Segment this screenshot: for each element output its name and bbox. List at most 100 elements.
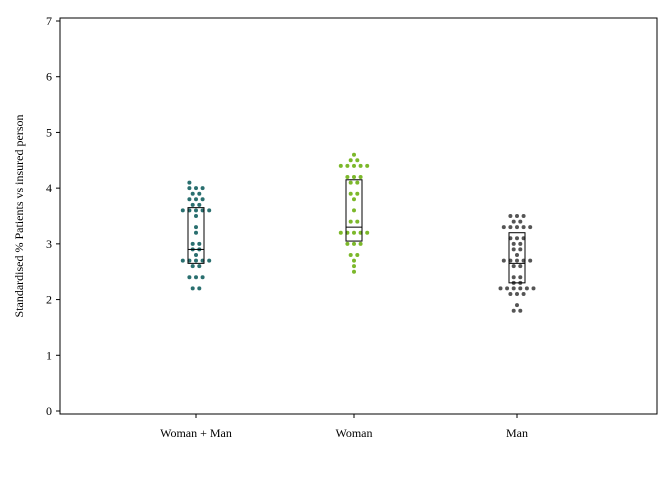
- data-point: [197, 241, 202, 246]
- data-point: [511, 264, 516, 269]
- data-point: [345, 175, 350, 179]
- data-point: [358, 241, 363, 246]
- data-point: [515, 225, 519, 230]
- data-point: [515, 303, 519, 308]
- data-point: [352, 264, 356, 269]
- x-tick-label: Woman: [335, 426, 372, 440]
- data-point: [524, 286, 529, 291]
- y-tick-label: 6: [46, 70, 52, 84]
- data-point: [194, 230, 198, 235]
- iqr-box: [508, 232, 526, 284]
- data-point: [200, 197, 205, 202]
- y-tick-label: 4: [46, 181, 52, 195]
- data-point: [194, 253, 198, 257]
- iqr-box: [345, 179, 363, 242]
- data-point: [187, 275, 192, 280]
- y-tick-label: 5: [46, 125, 52, 139]
- data-point: [358, 175, 363, 179]
- data-point: [508, 214, 513, 218]
- data-point: [511, 286, 516, 291]
- data-point: [355, 253, 360, 257]
- data-point: [518, 247, 523, 252]
- data-point: [515, 258, 519, 263]
- data-point: [197, 286, 202, 291]
- data-point: [352, 152, 356, 157]
- data-point: [194, 214, 198, 218]
- data-point: [518, 264, 523, 269]
- data-point: [511, 219, 516, 224]
- data-point: [518, 219, 523, 224]
- y-tick-label: 0: [46, 404, 52, 418]
- data-point: [501, 258, 506, 263]
- data-point: [511, 308, 516, 313]
- data-point: [345, 163, 350, 168]
- data-point: [365, 230, 370, 235]
- data-point: [197, 202, 202, 207]
- data-point: [348, 180, 353, 185]
- data-point: [518, 275, 523, 280]
- group-woman-man: [180, 180, 212, 291]
- data-point: [521, 225, 526, 230]
- data-point: [518, 308, 523, 313]
- data-point: [190, 264, 195, 269]
- y-tick-label: 3: [46, 237, 52, 251]
- x-axis: Woman + Man Woman Man: [160, 414, 528, 440]
- data-point: [518, 241, 523, 246]
- data-point: [194, 186, 198, 191]
- data-point: [348, 191, 353, 196]
- data-point: [194, 258, 198, 263]
- data-point: [531, 286, 536, 291]
- data-point: [348, 219, 353, 224]
- data-point: [197, 264, 202, 269]
- data-point: [338, 230, 343, 235]
- data-point: [521, 292, 526, 296]
- data-point: [365, 163, 370, 168]
- data-point: [508, 225, 513, 230]
- data-point: [352, 163, 356, 168]
- data-point: [194, 208, 198, 213]
- iqr-box: [187, 207, 205, 264]
- data-point: [200, 275, 205, 280]
- data-point: [345, 241, 350, 246]
- data-point: [352, 175, 356, 179]
- data-point: [511, 247, 516, 252]
- x-tick-label: Woman + Man: [160, 426, 232, 440]
- data-point: [197, 191, 202, 196]
- data-point: [190, 202, 195, 207]
- data-point: [187, 180, 192, 185]
- data-point: [528, 258, 533, 263]
- y-axis: 0 1 2 3 4 5 6 7: [46, 14, 60, 418]
- data-point: [515, 236, 519, 241]
- data-point: [207, 208, 212, 213]
- data-point: [348, 158, 353, 163]
- y-axis-title: Standardised % Patients vs insured perso…: [12, 115, 26, 318]
- data-point: [355, 158, 360, 163]
- data-point: [200, 186, 205, 191]
- group-woman: [338, 152, 370, 274]
- data-point: [187, 186, 192, 191]
- data-point: [505, 286, 510, 291]
- y-tick-label: 7: [46, 14, 52, 28]
- data-point: [338, 163, 343, 168]
- data-point: [521, 214, 526, 218]
- data-point: [180, 208, 185, 213]
- data-point: [194, 197, 198, 202]
- data-point: [515, 292, 519, 296]
- x-tick-label: Man: [506, 426, 528, 440]
- data-point: [190, 241, 195, 246]
- plot-frame: [59, 17, 658, 415]
- data-point: [180, 258, 185, 263]
- y-tick-label: 1: [46, 348, 52, 362]
- data-point: [207, 258, 212, 263]
- data-point: [515, 253, 519, 257]
- data-point: [355, 180, 360, 185]
- data-point: [194, 225, 198, 230]
- data-point: [515, 214, 519, 218]
- data-point: [355, 219, 360, 224]
- data-point: [528, 225, 533, 230]
- y-tick-label: 2: [46, 293, 52, 307]
- data-point: [352, 197, 356, 202]
- data-point: [358, 163, 363, 168]
